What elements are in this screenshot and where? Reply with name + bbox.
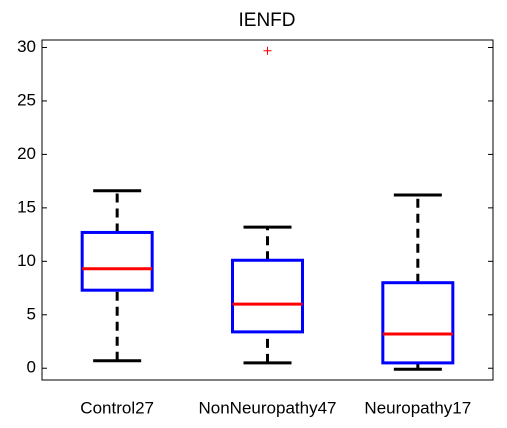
chart-title: IENFD	[239, 10, 296, 31]
y-tick-label: 5	[27, 304, 36, 323]
outlier	[263, 46, 272, 55]
y-tick-label: 15	[17, 197, 36, 216]
y-tick-label: 25	[17, 90, 36, 109]
box	[80, 230, 154, 292]
x-tick-label: Control27	[80, 398, 154, 417]
box	[381, 281, 455, 365]
box	[231, 258, 304, 334]
y-tick-label: 30	[17, 37, 36, 56]
x-tick-label: NonNeuropathy47	[199, 398, 337, 417]
y-tick-label: 10	[17, 251, 36, 270]
plot-area	[41, 39, 494, 381]
y-tick-label: 20	[17, 144, 36, 163]
y-tick-label: 0	[27, 358, 36, 377]
x-tick-label: Neuropathy17	[364, 398, 471, 417]
